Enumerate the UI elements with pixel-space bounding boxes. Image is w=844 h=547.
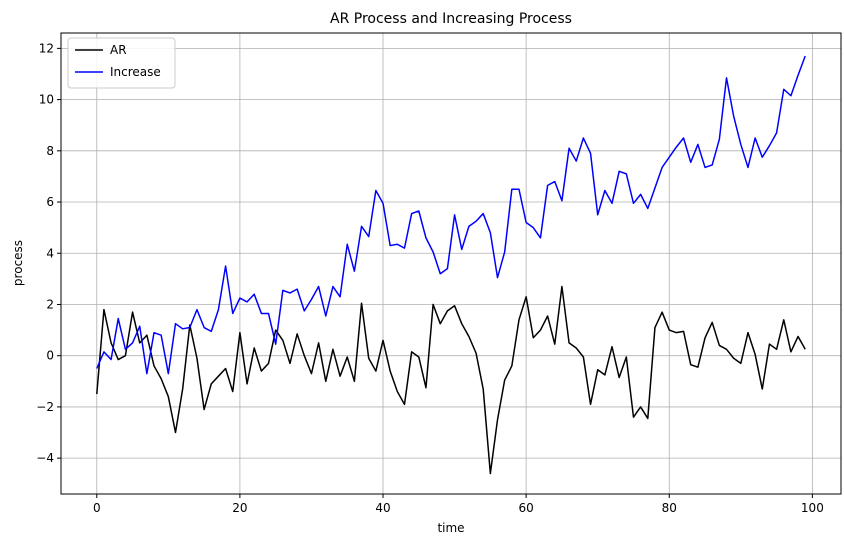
x-tick-label: 40 — [375, 501, 390, 515]
y-tick-label: 12 — [39, 41, 54, 55]
y-tick-label: −4 — [36, 451, 54, 465]
x-tick-label: 60 — [518, 501, 533, 515]
x-axis: 0 20 40 60 80 100 — [93, 494, 824, 515]
y-axis-label: process — [11, 240, 25, 286]
y-axis: −4 −2 0 2 4 6 8 10 12 — [36, 41, 61, 465]
chart-title: AR Process and Increasing Process — [330, 11, 572, 27]
legend-label-ar: AR — [110, 43, 127, 57]
y-tick-label: 8 — [46, 144, 54, 158]
x-tick-label: 100 — [801, 501, 824, 515]
y-tick-label: 10 — [39, 93, 54, 107]
series-layer — [96, 55, 806, 475]
y-tick-label: 0 — [46, 349, 54, 363]
legend-label-increase: Increase — [110, 65, 161, 79]
series-line-increase — [96, 55, 806, 375]
x-axis-label: time — [437, 521, 464, 535]
y-tick-label: 4 — [46, 246, 54, 260]
x-tick-label: 20 — [232, 501, 247, 515]
legend: AR Increase — [67, 37, 176, 89]
x-tick-label: 0 — [93, 501, 101, 515]
grid — [61, 33, 841, 494]
plot-frame — [60, 32, 842, 495]
y-tick-label: 2 — [46, 297, 54, 311]
y-tick-label: −2 — [36, 400, 54, 414]
y-tick-label: 6 — [46, 195, 54, 209]
x-tick-label: 80 — [662, 501, 677, 515]
series-line-ar — [96, 285, 806, 475]
